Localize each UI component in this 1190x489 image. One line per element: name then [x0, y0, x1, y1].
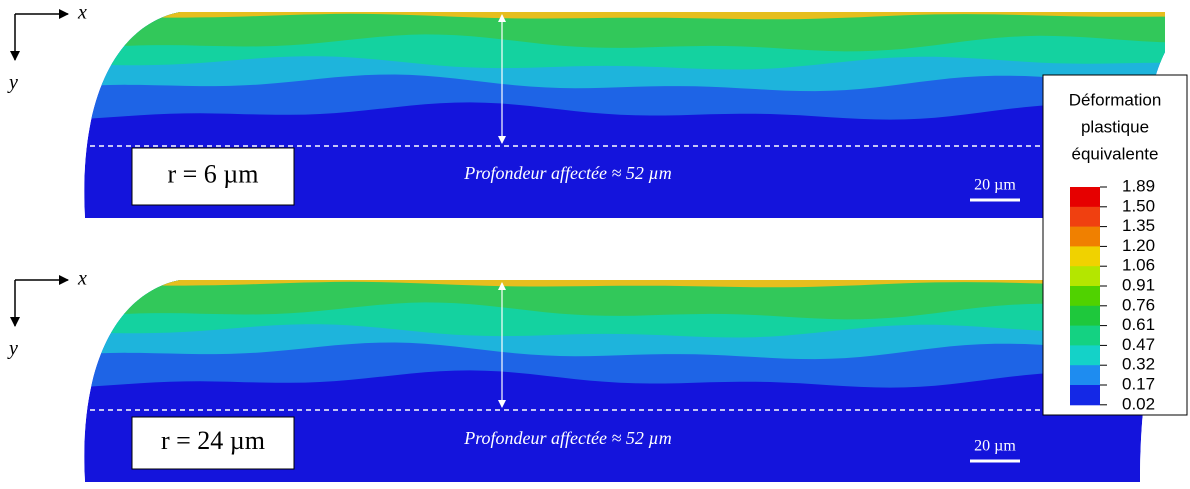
colorbar-label: 0.17 — [1122, 374, 1155, 393]
colorbar-segment — [1070, 286, 1100, 307]
colorbar-label: 0.32 — [1122, 355, 1155, 374]
axis-label: x — [77, 2, 87, 24]
depth-label: Profondeur affectée ≈ 52 µm — [463, 163, 672, 183]
scale-label: 20 µm — [974, 177, 1016, 194]
colorbar-label: 0.02 — [1122, 394, 1155, 413]
colorbar-segment — [1070, 345, 1100, 366]
axis-label: y — [7, 72, 18, 94]
colorbar-label: 0.61 — [1122, 315, 1155, 334]
colorbar-label: 0.76 — [1122, 295, 1155, 314]
radius-label: r = 24 µm — [161, 426, 265, 455]
contour-band — [84, 280, 1166, 288]
colorbar-label: 0.47 — [1122, 335, 1155, 354]
colorbar-label: 1.20 — [1122, 236, 1155, 255]
contour-plot — [84, 12, 1166, 218]
radius-label: r = 6 µm — [167, 159, 258, 188]
colorbar-label: 1.06 — [1122, 256, 1155, 275]
contour-plot — [84, 280, 1166, 482]
colorbar-segment — [1070, 266, 1100, 287]
colorbar-label: 1.35 — [1122, 216, 1155, 235]
contour-band — [84, 12, 1166, 52]
colorbar-segment — [1070, 226, 1100, 247]
colorbar-segment — [1070, 187, 1100, 208]
label-box — [131, 416, 295, 470]
contour-band — [84, 280, 1166, 320]
colorbar-label: 1.50 — [1122, 196, 1155, 215]
legend-box — [1042, 74, 1188, 416]
colorbar-label: 0.91 — [1122, 275, 1155, 294]
depth-label: Profondeur affectée ≈ 52 µm — [463, 428, 672, 448]
colorbar-segment — [1070, 325, 1100, 346]
colorbar-segment — [1070, 246, 1100, 267]
colorbar-segment — [1070, 305, 1100, 327]
label-box — [131, 147, 295, 206]
colorbar-segment — [1070, 385, 1100, 406]
legend-title: Déformation — [1069, 90, 1162, 109]
colorbar-segment — [1070, 206, 1100, 228]
legend-title: équivalente — [1072, 144, 1159, 163]
axis-label: x — [77, 268, 87, 290]
legend-title: plastique — [1081, 117, 1149, 136]
colorbar-label: 1.89 — [1122, 176, 1155, 195]
scale-label: 20 µm — [974, 438, 1016, 455]
axis-label: y — [7, 338, 18, 360]
contour-band — [84, 12, 1166, 20]
colorbar-segment — [1070, 365, 1100, 386]
